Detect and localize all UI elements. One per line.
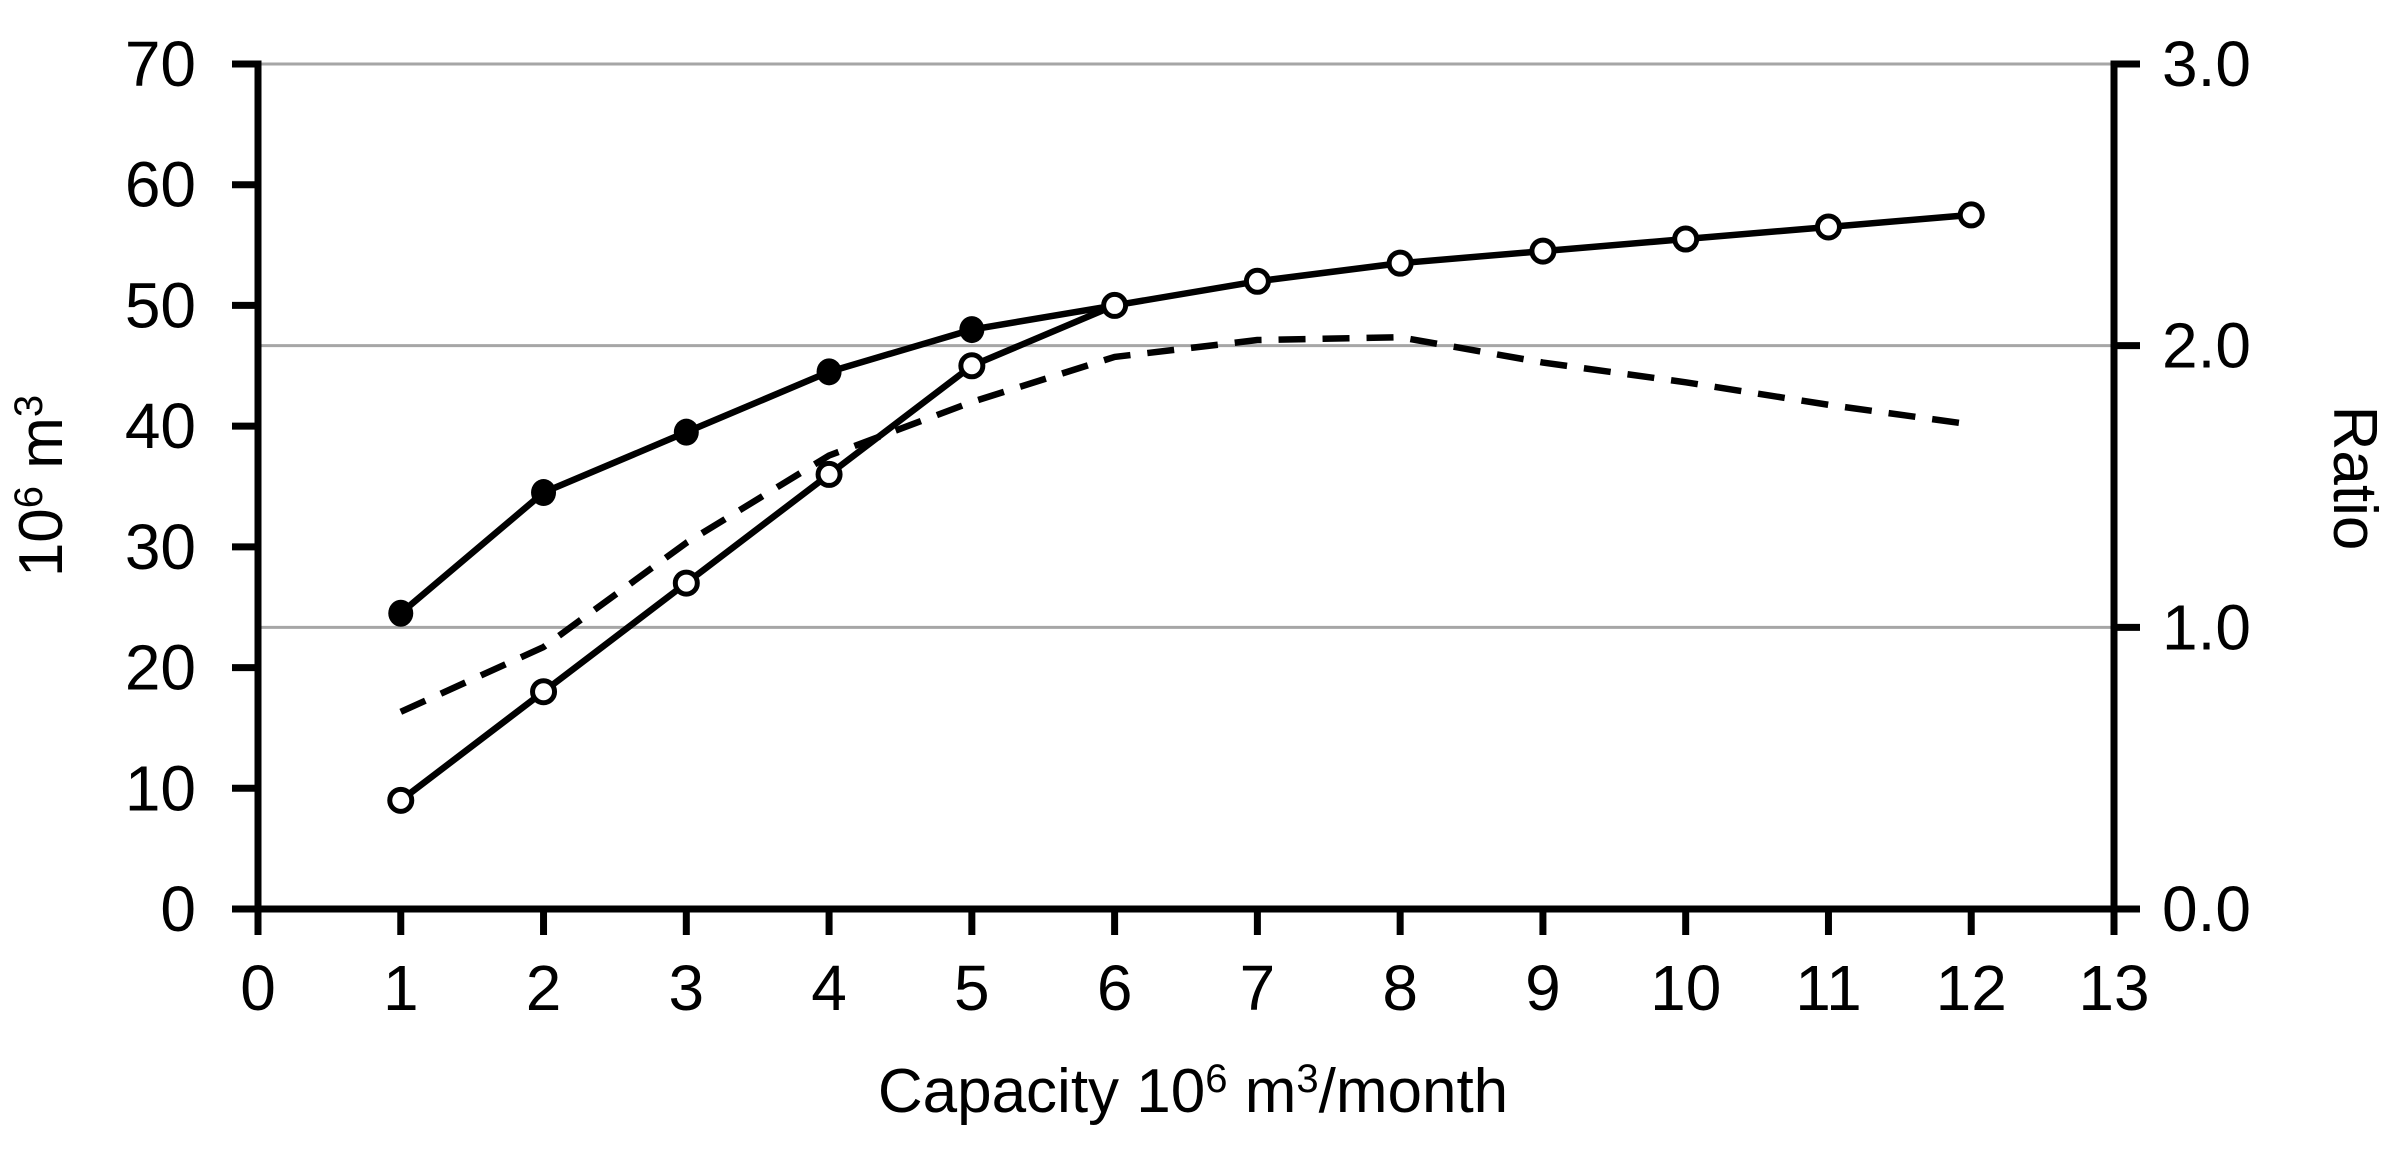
x-axis-title: Capacity 106 m3/month [878, 1057, 1508, 1126]
axis-titles: Capacity 106 m3/month 106 m3 Ratio [7, 395, 2389, 1126]
open-circle-marker [672, 569, 700, 597]
left-axis-tick-label: 40 [125, 390, 196, 462]
open-circle-marker [1672, 225, 1700, 253]
open-circle-marker [1386, 249, 1414, 277]
left-axis-tick-label: 70 [125, 28, 196, 100]
x-axis-tick-label: 13 [2078, 952, 2149, 1024]
filled-circle-marker [673, 418, 699, 446]
left-axis-tick-label: 60 [125, 149, 196, 221]
open-circle-marker [815, 460, 843, 488]
axis-ticks [232, 60, 2140, 935]
x-axis-tick-label: 7 [1240, 952, 1276, 1024]
x-axis-tick-label: 8 [1382, 952, 1418, 1024]
x-axis-tick-label: 2 [526, 952, 562, 1024]
x-axis-tick-label: 3 [669, 952, 705, 1024]
right-axis-tick-label: 0.0 [2162, 873, 2251, 945]
x-axis-tick-label: 0 [240, 952, 276, 1024]
left-axis-tick-label: 20 [125, 632, 196, 704]
open-circle-marker [958, 352, 986, 380]
storage-filled-circles-line [398, 302, 1116, 616]
x-axis-tick-label: 4 [811, 952, 847, 1024]
right-axis-tick-label: 1.0 [2162, 591, 2251, 663]
open-circle-marker [1101, 291, 1129, 319]
x-axis-tick-label: 1 [383, 952, 419, 1024]
filled-circle-marker [816, 358, 842, 386]
filled-circle-marker [959, 316, 985, 344]
filled-circle-marker [531, 479, 557, 507]
right-axis-title: Ratio [2320, 406, 2389, 551]
series [387, 201, 1985, 814]
open-circle-marker [1814, 213, 1842, 241]
right-axis-tick-label: 2.0 [2162, 310, 2251, 382]
right-axis-tick-label: 3.0 [2162, 28, 2251, 100]
x-axis-tick-label: 12 [1936, 952, 2007, 1024]
storage-filled-circles-markers [388, 316, 985, 627]
x-axis-tick-label: 9 [1525, 952, 1561, 1024]
axes [254, 60, 2118, 913]
storage-open-circles-markers [387, 201, 1985, 814]
left-axis-tick-label: 50 [125, 269, 196, 341]
open-circle-marker [387, 786, 415, 814]
left-axis-tick-label: 30 [125, 511, 196, 583]
left-axis-tick-label: 0 [160, 873, 196, 945]
x-axis-tick-label: 10 [1650, 952, 1721, 1024]
left-axis-title: 106 m3 [7, 395, 76, 577]
storage-open-circles-line [398, 211, 1972, 803]
x-axis-tick-label: 6 [1097, 952, 1133, 1024]
filled-circle-marker [388, 599, 414, 627]
x-axis-tick-label: 5 [954, 952, 990, 1024]
left-axis-tick-label: 10 [125, 752, 196, 824]
open-circle-marker [1957, 201, 1985, 229]
open-circle-marker [530, 678, 558, 706]
x-axis-tick-label: 11 [1795, 952, 1861, 1024]
open-circle-marker [1529, 237, 1557, 265]
open-circle-marker [1243, 267, 1271, 295]
